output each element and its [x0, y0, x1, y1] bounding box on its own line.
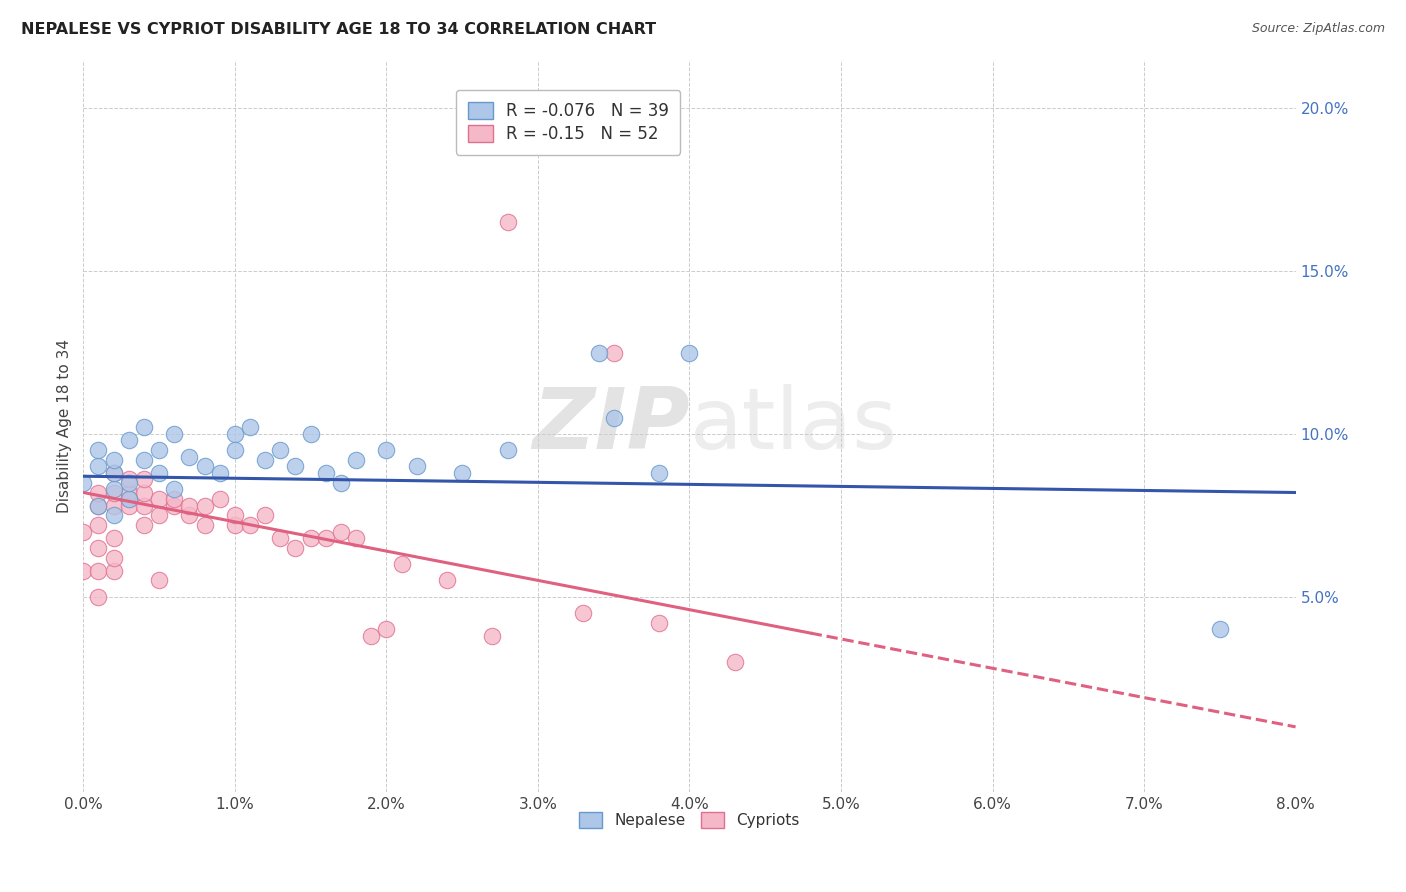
Point [132, 453, 155, 467]
Point [496, 443, 519, 458]
Point [179, 450, 201, 464]
Legend: Nepalese, Cypriots: Nepalese, Cypriots [572, 805, 807, 836]
Point [72, 564, 94, 578]
Point [103, 508, 125, 523]
Point [118, 485, 141, 500]
Point [344, 531, 367, 545]
Text: Source: ZipAtlas.com: Source: ZipAtlas.com [1251, 22, 1385, 36]
Point [103, 466, 125, 480]
Y-axis label: Disability Age 18 to 34: Disability Age 18 to 34 [58, 339, 72, 513]
Point [224, 426, 246, 441]
Point [118, 434, 141, 448]
Point [118, 491, 141, 506]
Point [103, 564, 125, 578]
Point [148, 443, 170, 458]
Point [72, 524, 94, 539]
Point [87, 443, 110, 458]
Point [284, 541, 307, 555]
Point [239, 518, 262, 533]
Point [648, 466, 671, 480]
Point [269, 531, 291, 545]
Point [163, 491, 186, 506]
Point [299, 531, 322, 545]
Point [329, 475, 352, 490]
Point [118, 499, 141, 513]
Point [163, 426, 186, 441]
Point [163, 482, 186, 496]
Point [103, 550, 125, 565]
Point [118, 473, 141, 487]
Point [87, 499, 110, 513]
Point [269, 443, 291, 458]
Point [103, 482, 125, 496]
Point [132, 518, 155, 533]
Point [224, 443, 246, 458]
Point [572, 606, 595, 620]
Point [360, 629, 382, 643]
Text: ZIP: ZIP [531, 384, 689, 467]
Point [602, 410, 624, 425]
Point [1209, 622, 1232, 636]
Point [254, 508, 277, 523]
Point [163, 499, 186, 513]
Point [103, 466, 125, 480]
Point [678, 345, 700, 359]
Point [436, 574, 458, 588]
Point [179, 499, 201, 513]
Point [193, 499, 215, 513]
Point [193, 459, 215, 474]
Point [375, 443, 398, 458]
Point [344, 453, 367, 467]
Point [103, 485, 125, 500]
Point [224, 508, 246, 523]
Point [329, 524, 352, 539]
Text: atlas: atlas [689, 384, 897, 467]
Point [148, 574, 170, 588]
Point [87, 459, 110, 474]
Point [87, 590, 110, 604]
Point [87, 499, 110, 513]
Point [193, 518, 215, 533]
Text: NEPALESE VS CYPRIOT DISABILITY AGE 18 TO 34 CORRELATION CHART: NEPALESE VS CYPRIOT DISABILITY AGE 18 TO… [21, 22, 657, 37]
Point [724, 655, 747, 669]
Point [87, 485, 110, 500]
Point [103, 499, 125, 513]
Point [87, 518, 110, 533]
Point [118, 491, 141, 506]
Point [87, 541, 110, 555]
Point [148, 491, 170, 506]
Point [481, 629, 503, 643]
Point [132, 473, 155, 487]
Point [148, 466, 170, 480]
Point [315, 531, 337, 545]
Point [132, 420, 155, 434]
Point [208, 491, 231, 506]
Point [72, 475, 94, 490]
Point [208, 466, 231, 480]
Point [496, 215, 519, 229]
Point [648, 615, 671, 630]
Point [284, 459, 307, 474]
Point [375, 622, 398, 636]
Point [602, 345, 624, 359]
Point [148, 508, 170, 523]
Point [118, 475, 141, 490]
Point [132, 485, 155, 500]
Point [103, 531, 125, 545]
Point [254, 453, 277, 467]
Point [451, 466, 474, 480]
Point [103, 453, 125, 467]
Point [588, 345, 610, 359]
Point [315, 466, 337, 480]
Point [87, 564, 110, 578]
Point [239, 420, 262, 434]
Point [132, 499, 155, 513]
Point [299, 426, 322, 441]
Point [405, 459, 427, 474]
Point [179, 508, 201, 523]
Point [224, 518, 246, 533]
Point [391, 557, 413, 571]
